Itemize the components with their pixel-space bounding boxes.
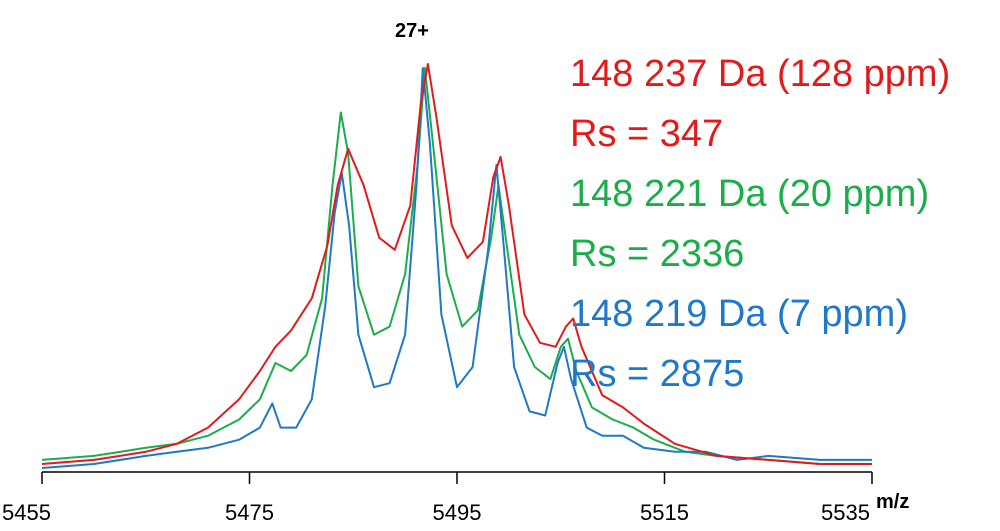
legend-series-2-resolution: Rs = 2336 <box>570 233 745 275</box>
x-tick-label-5515: 5515 <box>640 500 689 525</box>
charge-state-label: 27+ <box>395 20 429 42</box>
legend-series-3-mass: 148 219 Da (7 ppm) <box>570 293 908 335</box>
series-layer <box>41 63 872 469</box>
x-tick-label-5455: 5455 <box>2 500 51 525</box>
legend-series-1-mass: 148 237 Da (128 ppm) <box>570 53 951 95</box>
x-tick-layer: 5455 5475 5495 5515 5535 <box>2 472 873 525</box>
x-axis-label: m/z <box>876 491 909 513</box>
x-tick-label-5495: 5495 <box>433 500 482 525</box>
x-tick-label-5535: 5535 <box>821 500 870 525</box>
legend-series-3-resolution: Rs = 2875 <box>570 353 745 395</box>
x-tick-label-5475: 5475 <box>225 500 274 525</box>
series-line-3 <box>41 67 872 469</box>
legend-series-2-mass: 148 221 Da (20 ppm) <box>570 173 930 215</box>
legend-series-1-resolution: Rs = 347 <box>570 113 724 155</box>
series-line-1 <box>41 63 872 465</box>
series-line-2 <box>41 67 872 465</box>
